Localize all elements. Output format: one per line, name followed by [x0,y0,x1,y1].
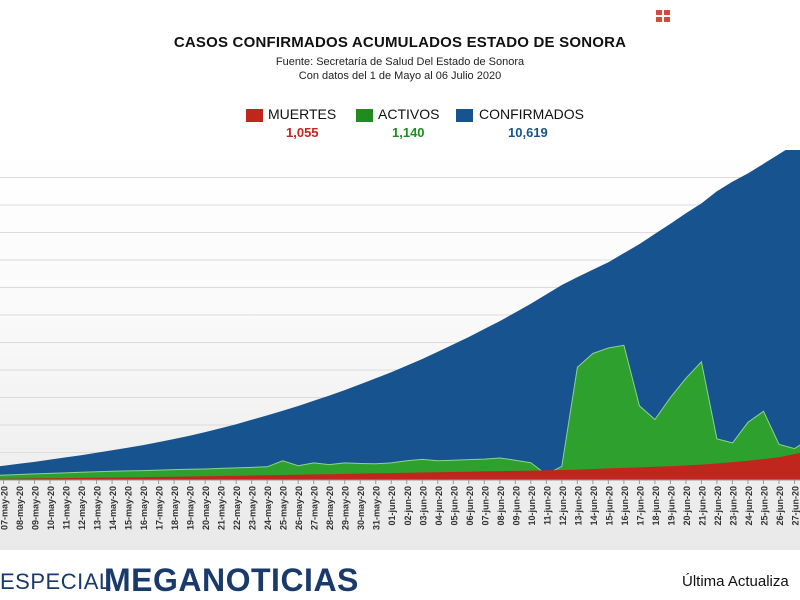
legend-value-muertes: 1,055 [286,125,319,140]
x-tick-label: 18-jun-20 [651,486,661,526]
x-tick-label: 11-jun-20 [542,486,552,525]
meganoticias-logo: MEGANOTICIAS [104,562,359,599]
x-tick-label: 19-jun-20 [666,486,676,526]
x-tick-label: 11-may-20 [62,486,72,530]
x-tick-label: 30-may-20 [356,486,366,530]
footer-especial-label: ESPECIAL [0,569,112,594]
x-tick-label: 10-jun-20 [527,486,537,526]
chart-legend: MUERTES 1,055 ACTIVOS 1,140 CONFIRMADOS … [0,106,800,146]
x-tick-label: 07-may-20 [0,486,10,530]
x-tick-label: 03-jun-20 [418,486,428,526]
x-tick-label: 17-may-20 [155,486,165,530]
x-tick-label: 25-may-20 [279,486,289,530]
footer-banner: ESPECIAL MEGANOTICIAS Última Actualiza [0,556,800,600]
x-tick-label: 10-may-20 [46,486,56,530]
legend-value-confirmados: 10,619 [508,125,548,140]
x-tick-label: 19-may-20 [186,486,196,530]
x-tick-label: 28-may-20 [325,486,335,530]
x-tick-label: 27-may-20 [310,486,320,530]
area-chart: 06-may-2007-may-2008-may-2009-may-2010-m… [0,150,800,530]
x-tick-label: 06-jun-20 [465,486,475,526]
x-tick-label: 20-jun-20 [682,486,692,526]
x-tick-label: 08-jun-20 [496,486,506,526]
x-tick-label: 16-jun-20 [620,486,630,526]
x-tick-label: 20-may-20 [201,486,211,530]
x-tick-label: 13-jun-20 [573,486,583,526]
x-tick-label: 23-may-20 [248,486,258,530]
x-tick-label: 22-may-20 [232,486,242,530]
x-tick-label: 09-jun-20 [511,486,521,526]
x-tick-label: 17-jun-20 [635,486,645,526]
chart-source: Fuente: Secretaría de Salud Del Estado d… [275,56,525,68]
chart-header: CASOS CONFIRMADOS ACUMULADOS ESTADO DE S… [0,0,800,160]
logo-text: MEGANOTICIAS [104,562,359,598]
x-tick-label: 27-jun-20 [791,486,800,526]
chart-title: CASOS CONFIRMADOS ACUMULADOS ESTADO DE S… [173,34,627,51]
chart-date-range: Con datos del 1 de Mayo al 06 Julio 2020 [298,70,502,82]
legend-swatch-confirmados [456,109,473,122]
x-tick-label: 18-may-20 [170,486,180,530]
last-update-label: Última Actualiza [682,573,789,590]
x-tick-label: 25-jun-20 [760,486,770,526]
x-tick-label: 26-may-20 [294,486,304,530]
legend-swatch-activos [356,109,373,122]
plot-area: 06-may-2007-may-2008-may-2009-may-2010-m… [0,150,800,550]
x-tick-label: 14-may-20 [108,486,118,530]
series-area-muertes [0,453,800,480]
x-tick-label: 21-jun-20 [697,486,707,526]
x-tick-label: 26-jun-20 [775,486,785,526]
x-tick-label: 16-may-20 [139,486,149,530]
x-tick-label: 07-jun-20 [480,486,490,526]
x-tick-label: 23-jun-20 [729,486,739,526]
x-tick-label: 08-may-20 [15,486,25,530]
legend-label-muertes: MUERTES [268,106,337,122]
x-tick-label: 14-jun-20 [589,486,599,526]
brand-grid-icon [656,10,670,22]
x-tick-label: 29-may-20 [341,486,351,530]
series-line-activos [0,344,800,476]
legend-value-activos: 1,140 [392,125,425,140]
x-tick-label: 21-may-20 [217,486,227,530]
x-tick-label: 02-jun-20 [403,486,413,526]
x-tick-label: 12-may-20 [77,486,87,530]
legend-swatch-muertes [246,109,263,122]
x-tick-label: 05-jun-20 [449,486,459,526]
x-tick-label: 04-jun-20 [434,486,444,526]
x-tick-label: 15-jun-20 [604,486,614,526]
x-tick-label: 09-may-20 [31,486,41,530]
x-tick-label: 01-jun-20 [387,486,397,526]
x-tick-label: 13-may-20 [93,486,103,530]
x-tick-label: 24-may-20 [263,486,273,530]
x-tick-label: 24-jun-20 [744,486,754,526]
legend-label-activos: ACTIVOS [378,106,440,122]
x-tick-label: 31-may-20 [372,486,382,530]
x-tick-label: 12-jun-20 [558,486,568,526]
x-tick-label: 22-jun-20 [713,486,723,526]
series-area-activos [0,345,800,480]
legend-label-confirmados: CONFIRMADOS [479,106,584,122]
x-tick-label: 15-may-20 [124,486,134,530]
